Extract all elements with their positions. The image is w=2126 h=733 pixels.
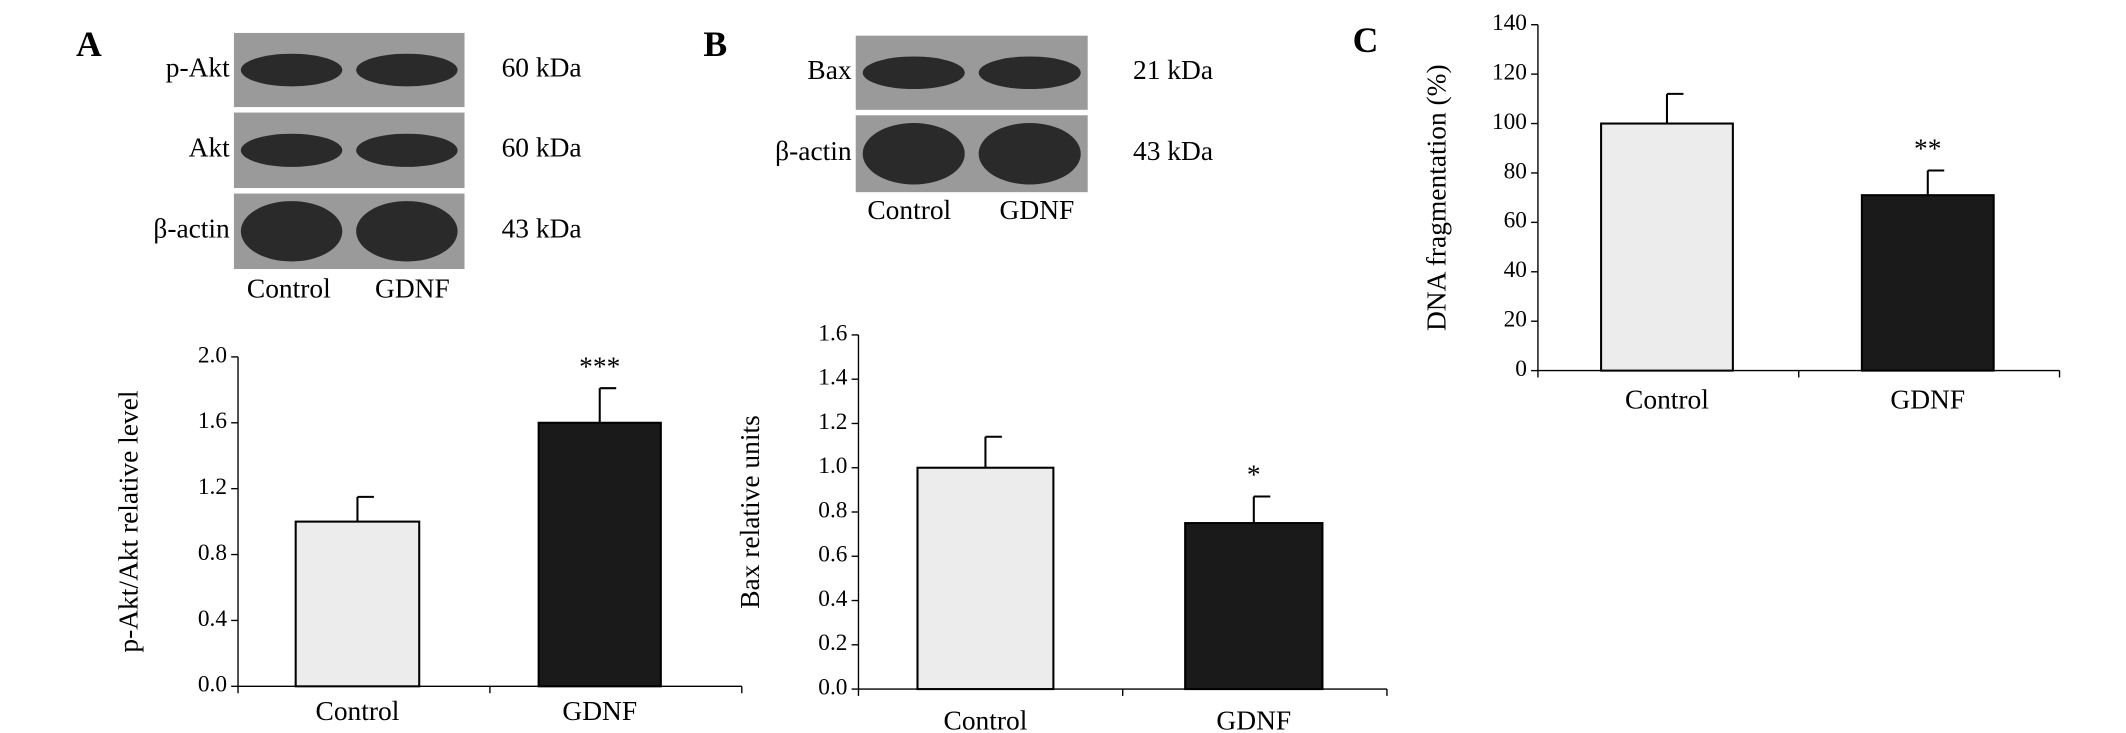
y-tick-label: 140 xyxy=(1492,10,1527,36)
y-tick-label: 0.4 xyxy=(818,586,847,612)
blot-size-label: 43 kDa xyxy=(502,214,582,244)
y-tick-label: 1.2 xyxy=(818,409,847,435)
y-tick-label: 0.0 xyxy=(818,674,847,700)
x-tick-label: GDNF xyxy=(1216,706,1291,733)
bar xyxy=(294,520,421,688)
blot-band xyxy=(356,133,458,167)
blot-band xyxy=(978,122,1081,185)
significance: ** xyxy=(1914,134,1941,164)
y-axis-label: DNA fragmentation (%) xyxy=(1421,64,1451,331)
x-tick-label: Control xyxy=(316,696,400,726)
lane-label: GDNF xyxy=(375,273,450,303)
y-tick-label: 20 xyxy=(1504,307,1527,333)
y-tick-label: 0 xyxy=(1515,356,1527,382)
blot-band xyxy=(240,53,343,87)
panel-label: A xyxy=(76,24,102,64)
significance: *** xyxy=(579,351,620,381)
x-tick-label: GDNF xyxy=(562,696,637,726)
y-tick-label: 60 xyxy=(1504,208,1527,234)
y-tick-label: 1.6 xyxy=(818,320,847,346)
y-axis-label: Bax relative units xyxy=(735,415,765,609)
blot-size-label: 43 kDa xyxy=(1133,136,1213,166)
y-tick-label: 0.4 xyxy=(198,606,227,632)
panel-label: C xyxy=(1353,20,1379,60)
blot-size-label: 21 kDa xyxy=(1133,55,1213,85)
blot-band xyxy=(978,56,1081,90)
blot-size-label: 60 kDa xyxy=(502,52,582,82)
lane-label: GDNF xyxy=(1000,195,1075,225)
lane-label: Control xyxy=(247,273,331,303)
blot-row-label: p-Akt xyxy=(166,52,230,82)
blot-row-label: Bax xyxy=(807,55,851,85)
y-tick-label: 0.0 xyxy=(198,672,227,698)
blot-row-label: β-actin xyxy=(775,136,852,166)
y-tick-label: 1.2 xyxy=(198,474,227,500)
y-tick-label: 1.0 xyxy=(818,453,847,479)
x-tick-label: GDNF xyxy=(1890,384,1965,414)
blot-row-label: β-actin xyxy=(153,214,230,244)
y-tick-label: 0.8 xyxy=(818,497,847,523)
lane-label: Control xyxy=(867,195,951,225)
y-tick-label: 40 xyxy=(1504,257,1527,283)
y-tick-label: 80 xyxy=(1504,158,1527,184)
y-tick-label: 100 xyxy=(1492,109,1527,135)
bar xyxy=(1184,522,1324,691)
bar xyxy=(1860,194,1995,372)
bar xyxy=(537,421,662,688)
x-tick-label: Control xyxy=(1625,384,1709,414)
blot-row-label: Akt xyxy=(189,133,231,163)
y-tick-label: 0.6 xyxy=(818,542,847,568)
y-tick-label: 120 xyxy=(1492,59,1527,85)
y-tick-label: 0.2 xyxy=(818,630,847,656)
bar xyxy=(1600,122,1734,372)
blot-band xyxy=(862,56,965,90)
y-axis-label: p-Akt/Akt relative level xyxy=(113,390,143,652)
y-tick-label: 2.0 xyxy=(198,342,227,368)
blot-band xyxy=(356,53,458,87)
y-tick-label: 1.6 xyxy=(198,408,227,434)
panel-label: B xyxy=(703,24,727,64)
y-tick-label: 1.4 xyxy=(818,365,847,391)
bar xyxy=(916,466,1055,691)
x-tick-label: Control xyxy=(944,706,1028,733)
blot-band xyxy=(240,133,343,167)
blot-size-label: 60 kDa xyxy=(502,133,582,163)
blot-band xyxy=(240,201,343,262)
blot-band xyxy=(862,122,965,185)
blot-band xyxy=(356,201,458,262)
significance: * xyxy=(1247,460,1261,490)
y-tick-label: 0.8 xyxy=(198,540,227,566)
